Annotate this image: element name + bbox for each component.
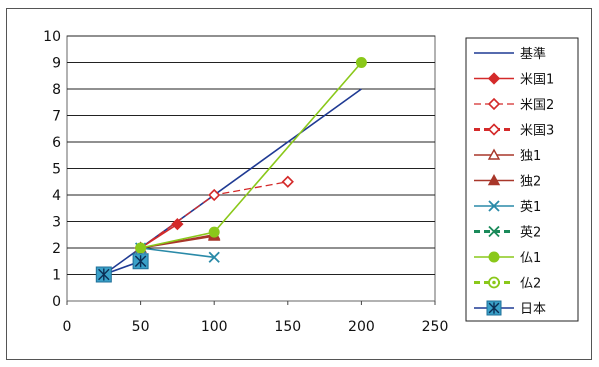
data-point-marker (208, 226, 220, 238)
x-tick-label: 200 (348, 319, 375, 335)
legend-label: 米国1 (520, 73, 554, 88)
legend-label: 日本 (520, 302, 546, 317)
x-tick-label: 250 (422, 319, 449, 335)
legend-label: 独1 (520, 149, 541, 164)
data-point-marker (95, 266, 112, 283)
data-point-marker (487, 123, 501, 136)
y-tick-label: 6 (52, 135, 61, 151)
y-tick-label: 5 (52, 162, 61, 178)
x-tick-label: 100 (201, 319, 228, 335)
legend-box (465, 37, 579, 322)
legend-label: 英1 (520, 200, 541, 215)
series-line (140, 223, 178, 249)
y-tick-label: 7 (52, 109, 61, 125)
y-tick-label: 8 (52, 82, 61, 98)
data-point-marker (135, 242, 147, 254)
data-point-marker (355, 57, 367, 68)
legend-entry: 仏2 (474, 277, 541, 292)
y-tick-label: 2 (52, 241, 61, 257)
legend-entry: 日本 (474, 300, 546, 317)
data-point-marker (487, 148, 501, 160)
legend-entry: 独2 (474, 174, 541, 190)
y-tick-label: 1 (52, 268, 61, 284)
legend-entry: 英1 (474, 200, 541, 215)
x-tick-label: 150 (274, 319, 301, 335)
legend-label: 仏1 (520, 251, 541, 266)
chart-frame (6, 8, 592, 360)
series-group (135, 57, 367, 254)
legend-label: 米国3 (520, 124, 554, 139)
legend-label: 英2 (520, 226, 541, 241)
legend-entry: 基準 (474, 46, 546, 62)
legend-entry: 米国1 (474, 72, 554, 88)
legend-label: 独2 (520, 175, 541, 190)
legend-entry: 独1 (474, 148, 541, 164)
data-point-marker (488, 200, 500, 212)
legend-entry: 米国3 (474, 123, 554, 139)
y-tick-label: 4 (52, 188, 61, 204)
data-point-marker (487, 72, 501, 85)
x-tick-label: 50 (132, 319, 150, 335)
series-group (95, 253, 149, 283)
legend-label: 仏2 (520, 277, 541, 292)
legend-entry: 仏1 (474, 251, 541, 266)
data-point-marker (208, 251, 220, 263)
data-point-marker (487, 97, 501, 111)
y-tick-label: 10 (43, 29, 61, 45)
data-point-marker (488, 225, 500, 238)
legend-label: 米国2 (520, 98, 554, 113)
data-point-marker (488, 276, 500, 289)
y-tick-label: 3 (52, 215, 61, 231)
x-tick-label: 0 (63, 319, 72, 335)
legend-entry: 英2 (474, 226, 541, 241)
data-point-marker (281, 175, 294, 188)
y-tick-label: 0 (52, 294, 61, 310)
legend-entry: 米国2 (474, 97, 554, 113)
series-layer (95, 57, 367, 283)
data-point-marker (171, 218, 184, 231)
data-point-marker (486, 300, 502, 316)
legend-label: 基準 (520, 46, 546, 62)
data-point-marker (487, 174, 501, 186)
y-tick-label: 9 (52, 56, 61, 72)
data-point-marker (132, 253, 149, 270)
data-point-marker (488, 251, 500, 263)
data-point-marker (208, 188, 221, 202)
series-line (140, 247, 215, 259)
gridlines (67, 35, 435, 275)
